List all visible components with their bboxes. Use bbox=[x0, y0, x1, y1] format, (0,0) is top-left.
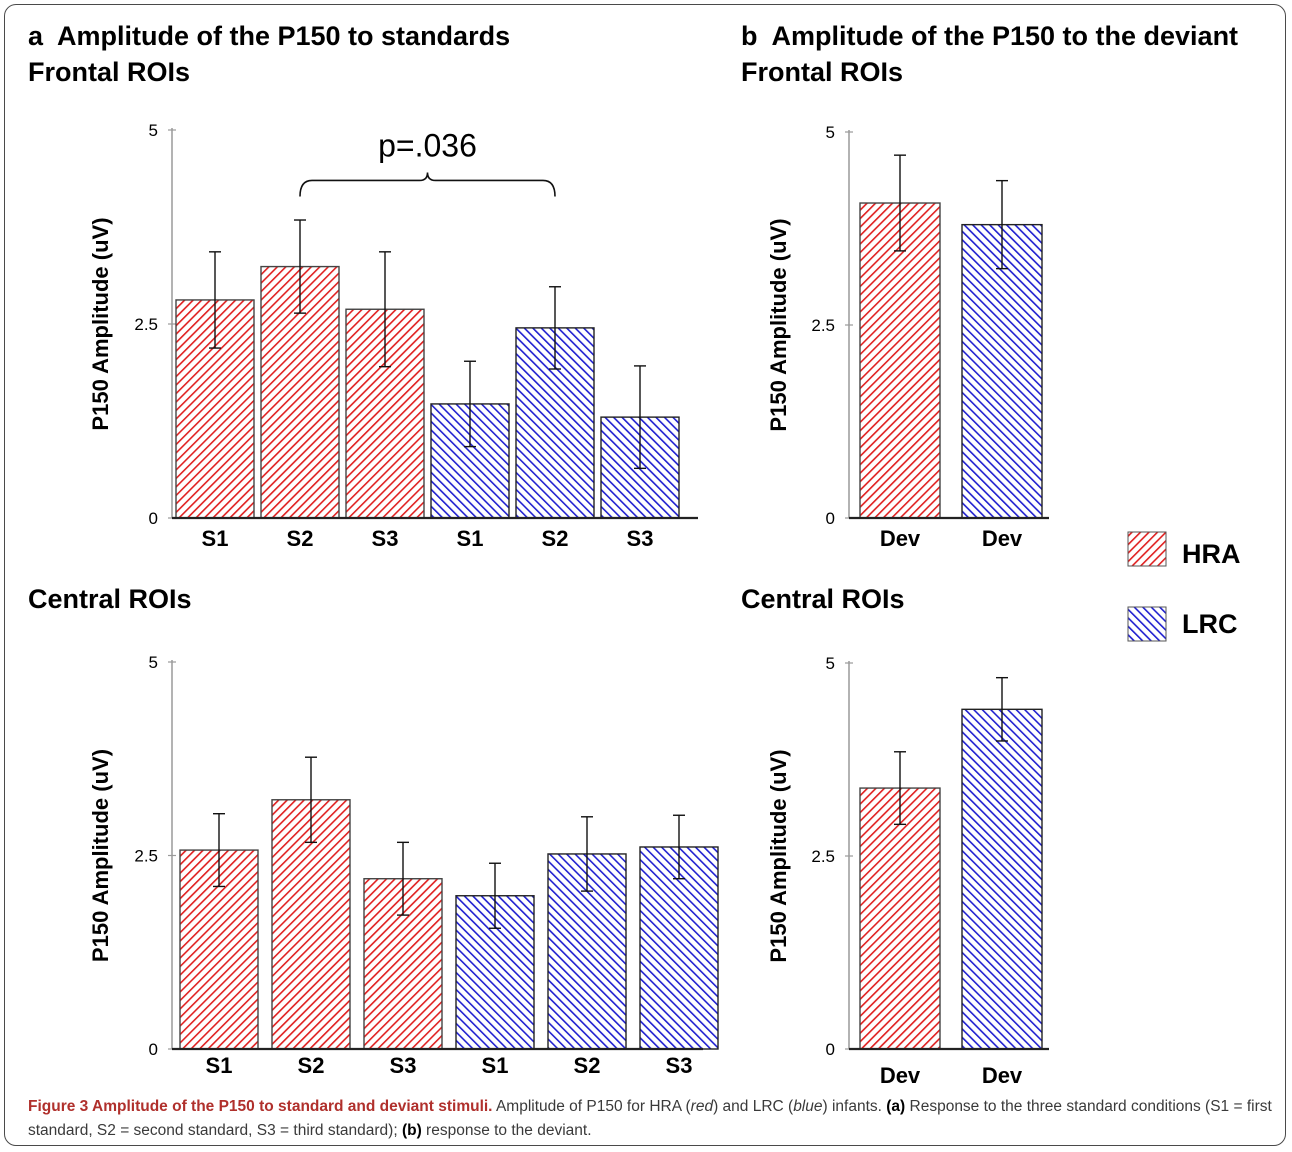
caption-blue: blue bbox=[793, 1098, 823, 1115]
y-axis-label: P150 Amplitude (uV) bbox=[766, 218, 791, 431]
bar-lrc-dev bbox=[961, 223, 1043, 519]
legend-label-hra: HRA bbox=[1182, 539, 1241, 569]
category-label: S1 bbox=[457, 526, 484, 551]
panel-a-central-heading: Central ROIs bbox=[28, 584, 192, 614]
legend-swatch-hra bbox=[1127, 531, 1167, 567]
bar-hra-dev bbox=[859, 787, 941, 1050]
caption-a-label: (a) bbox=[886, 1098, 906, 1115]
caption-text-2: ) and LRC ( bbox=[713, 1098, 794, 1115]
y-tick-label: 5 bbox=[149, 653, 158, 672]
y-axis-label: P150 Amplitude (uV) bbox=[88, 749, 113, 962]
panel-b-central-heading: Central ROIs bbox=[741, 584, 905, 614]
y-tick-label: 5 bbox=[826, 654, 835, 673]
category-label: S2 bbox=[574, 1053, 601, 1078]
category-label: S2 bbox=[287, 526, 314, 551]
category-label: S3 bbox=[390, 1053, 417, 1078]
category-label: Dev bbox=[880, 1063, 921, 1088]
figure-canvas: a Amplitude of the P150 to standards Fro… bbox=[28, 21, 1241, 1088]
category-label: Dev bbox=[880, 526, 921, 551]
y-tick-label: 5 bbox=[826, 123, 835, 142]
y-tick-label: 5 bbox=[149, 121, 158, 140]
category-label: S1 bbox=[202, 526, 229, 551]
caption-red: red bbox=[690, 1098, 714, 1115]
caption-text-3: ) infants. bbox=[822, 1098, 887, 1115]
y-tick-label: 0 bbox=[826, 509, 835, 528]
legend: HRA LRC bbox=[1127, 531, 1241, 642]
legend-label-lrc: LRC bbox=[1182, 609, 1238, 639]
chart-a-frontal: 0 2.5 5 P150 Amplitude (uV) S1 S2 S3 S1 S2 S3 p=.0… bbox=[88, 121, 698, 551]
y-tick-label: 0 bbox=[149, 1040, 158, 1059]
category-label: S1 bbox=[482, 1053, 509, 1078]
category-label: S1 bbox=[206, 1053, 233, 1078]
significance-label: p=.036 bbox=[378, 127, 477, 163]
category-label: S3 bbox=[666, 1053, 693, 1078]
caption-text-5: response to the deviant. bbox=[421, 1122, 592, 1139]
y-tick-label: 2.5 bbox=[811, 847, 835, 866]
bar-hra-dev bbox=[859, 202, 941, 519]
caption-title: Figure 3 Amplitude of the P150 to standa… bbox=[28, 1098, 493, 1115]
chart-b-frontal: 0 2.5 5 P150 Amplitude (uV) Dev Dev bbox=[766, 123, 1049, 551]
y-axis-label: P150 Amplitude (uV) bbox=[766, 749, 791, 962]
y-tick-label: 2.5 bbox=[134, 315, 158, 334]
chart-a-central: 0 2.5 5 P150 Amplitude (uV) S1 S2 S3 S1 S2 S3 bbox=[88, 653, 719, 1078]
category-label: S3 bbox=[372, 526, 399, 551]
y-tick-label: 2.5 bbox=[134, 847, 158, 866]
category-label: S3 bbox=[627, 526, 654, 551]
chart-b-central: 0 2.5 5 P150 Amplitude (uV) Dev Dev bbox=[766, 654, 1049, 1088]
y-axis-label: P150 Amplitude (uV) bbox=[88, 217, 113, 430]
legend-swatch-lrc bbox=[1127, 606, 1167, 642]
bar-lrc-s3 bbox=[639, 846, 719, 1050]
category-label: S2 bbox=[542, 526, 569, 551]
panel-a-title: a Amplitude of the P150 to standards bbox=[28, 21, 510, 51]
category-label: Dev bbox=[982, 1063, 1023, 1088]
figure-caption: Figure 3 Amplitude of the P150 to standa… bbox=[28, 1095, 1278, 1143]
panel-a-frontal-heading: Frontal ROIs bbox=[28, 57, 190, 87]
category-label: S2 bbox=[298, 1053, 325, 1078]
significance-bracket bbox=[299, 172, 556, 197]
caption-text-4: Response to the three standard condition… bbox=[28, 1098, 1272, 1139]
y-tick-label: 0 bbox=[826, 1040, 835, 1059]
caption-b-label: (b) bbox=[401, 1122, 422, 1139]
panel-b-frontal-heading: Frontal ROIs bbox=[741, 57, 903, 87]
bar-lrc-dev bbox=[961, 708, 1043, 1050]
category-label: Dev bbox=[982, 526, 1023, 551]
panel-b-title: b Amplitude of the P150 to the deviant bbox=[741, 21, 1238, 51]
y-tick-label: 0 bbox=[149, 509, 158, 528]
y-tick-label: 2.5 bbox=[811, 316, 835, 335]
caption-text-1: Amplitude of P150 for HRA ( bbox=[492, 1098, 691, 1115]
